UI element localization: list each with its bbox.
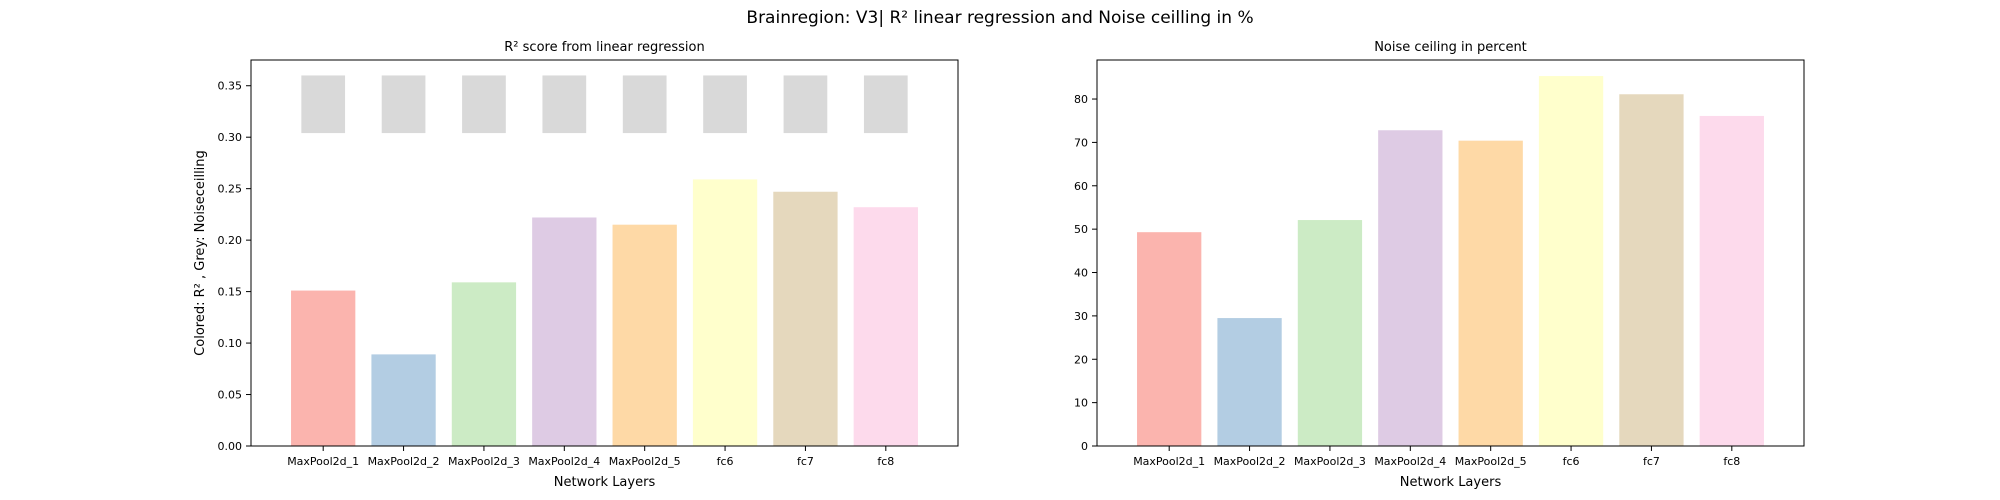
- noise-bar-maxpool2d_1: [1137, 232, 1202, 446]
- r2-bar-maxpool2d_2: [371, 354, 436, 446]
- noise-y-tick-label: 80: [1074, 93, 1088, 106]
- figure-title: Brainregion: V3| R² linear regression an…: [746, 8, 1253, 28]
- noise-x-tick-label: MaxPool2d_2: [1214, 455, 1286, 468]
- r2-x-axis-label: Network Layers: [554, 475, 656, 490]
- noise-bar-maxpool2d_2: [1217, 318, 1282, 446]
- r2-x-tick-label: MaxPool2d_5: [609, 455, 681, 468]
- r2-y-tick-label: 0.35: [218, 80, 243, 93]
- r2-noiseceiling-bar-maxpool2d_1: [301, 75, 346, 134]
- noise-x-tick-label: fc7: [1643, 455, 1660, 468]
- r2-x-tick-label: MaxPool2d_3: [448, 455, 520, 468]
- noise-x-tick-label: MaxPool2d_4: [1374, 455, 1446, 468]
- r2-y-tick-label: 0.00: [218, 440, 243, 453]
- noise-bar-fc8: [1699, 115, 1764, 446]
- noise-y-tick-label: 70: [1074, 136, 1088, 149]
- noise-axes-frame: [1096, 59, 1805, 447]
- r2-chart-title: R² score from linear regression: [504, 40, 704, 55]
- noise-y-tick-label: 30: [1074, 310, 1088, 323]
- noise-x-tick-label: fc6: [1563, 455, 1580, 468]
- r2-bar-maxpool2d_4: [532, 217, 597, 446]
- r2-noiseceiling-bar-fc7: [783, 75, 828, 134]
- r2-y-tick-label: 0.10: [218, 337, 243, 350]
- r2-score-chart: 0.00 0.05 0.10 0.15 0.20 0.25 0.30 0.35 MaxPool2…: [193, 40, 959, 490]
- r2-x-tick-label: fc6: [717, 455, 734, 468]
- r2-y-tick-label: 0.15: [218, 286, 243, 299]
- noise-bar-fc7: [1619, 94, 1684, 446]
- noise-x-tick-label: MaxPool2d_3: [1294, 455, 1366, 468]
- r2-y-tick-label: 0.25: [218, 183, 243, 196]
- r2-bar-maxpool2d_5: [612, 224, 677, 446]
- noise-bar-fc6: [1538, 76, 1604, 447]
- r2-bar-maxpool2d_1: [291, 290, 356, 446]
- r2-y-tick-label: 0.05: [218, 389, 243, 402]
- r2-x-tick-label: fc8: [877, 455, 894, 468]
- noise-y-tick-label: 0: [1081, 440, 1088, 453]
- noise-x-axis-label: Network Layers: [1400, 475, 1502, 490]
- r2-y-tick-label: 0.20: [218, 234, 243, 247]
- noise-y-tick-label: 20: [1074, 353, 1088, 366]
- r2-noiseceiling-bar-fc8: [863, 75, 908, 134]
- noise-y-tick-label: 40: [1074, 267, 1088, 280]
- noise-x-tick-label: MaxPool2d_5: [1455, 455, 1527, 468]
- r2-axes-frame: [250, 59, 959, 447]
- noise-y-tick-label: 60: [1074, 180, 1088, 193]
- noise-y-tick-label: 10: [1074, 397, 1088, 410]
- noise-bar-maxpool2d_5: [1458, 140, 1523, 447]
- r2-bar-maxpool2d_3: [451, 282, 517, 446]
- r2-x-tick-label: MaxPool2d_1: [287, 455, 359, 468]
- noise-bar-maxpool2d_3: [1297, 220, 1363, 446]
- r2-bar-fc8: [853, 207, 918, 446]
- r2-noiseceiling-bar-fc6: [703, 75, 747, 134]
- r2-bar-fc6: [692, 179, 758, 446]
- r2-noiseceiling-bar-maxpool2d_5: [622, 75, 667, 134]
- noise-ceiling-chart: 0 10 20 30 40 50 60 70 80 MaxPool2d_1 MaxPool2d_2 M…: [1074, 40, 1805, 490]
- r2-y-tick-label: 0.30: [218, 131, 243, 144]
- r2-bar-fc7: [773, 191, 838, 446]
- r2-noiseceiling-bar-maxpool2d_2: [381, 75, 426, 134]
- r2-x-tick-label: MaxPool2d_2: [368, 455, 440, 468]
- noise-x-tick-label: MaxPool2d_1: [1133, 455, 1205, 468]
- r2-y-axis-label: Colored: R² , Grey: Noiseceilling: [193, 150, 208, 356]
- noise-chart-title: Noise ceiling in percent: [1374, 40, 1527, 55]
- r2-noiseceiling-bar-maxpool2d_3: [462, 75, 506, 134]
- r2-x-tick-label: fc7: [797, 455, 814, 468]
- noise-y-tick-label: 50: [1074, 223, 1088, 236]
- noise-x-tick-label: fc8: [1723, 455, 1740, 468]
- r2-noiseceiling-bar-maxpool2d_4: [542, 75, 587, 134]
- r2-x-tick-label: MaxPool2d_4: [528, 455, 600, 468]
- noise-bar-maxpool2d_4: [1378, 130, 1443, 446]
